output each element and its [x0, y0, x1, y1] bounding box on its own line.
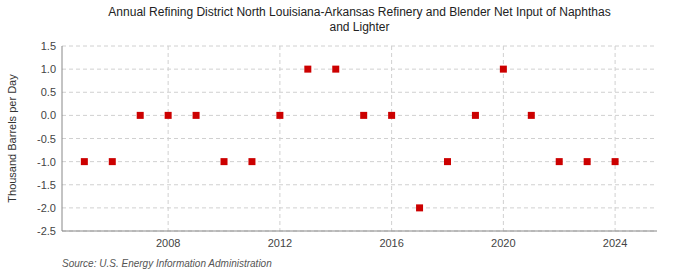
- grid-line: [62, 46, 657, 47]
- tick-label: 0.5: [41, 86, 56, 98]
- title: Annual Refining District North Louisiana…: [108, 5, 610, 34]
- point: [472, 112, 479, 119]
- point: [388, 112, 395, 119]
- axis-label: Thousand Barrels per Day: [6, 74, 18, 203]
- point: [500, 66, 507, 73]
- point: [528, 112, 535, 119]
- point: [304, 66, 311, 73]
- grid-line: [62, 184, 657, 185]
- point: [276, 112, 283, 119]
- grid: [62, 46, 657, 231]
- grid-line: [62, 207, 657, 208]
- point: [332, 66, 339, 73]
- point: [360, 112, 367, 119]
- tick-label: -2.0: [37, 202, 56, 214]
- source: Source: U.S. Energy Information Administ…: [62, 258, 272, 269]
- points: [81, 66, 619, 212]
- point: [612, 158, 619, 165]
- chart: Annual Refining District North Louisiana…: [0, 0, 675, 275]
- axes: -2.5 -2.0 -1.5 -1.0 -0.5 0.0 0.5 1.0 1.5 2008 2012…: [37, 40, 657, 249]
- tick-label: -1.5: [37, 179, 56, 191]
- grid-line: [279, 46, 280, 231]
- tick-label: 2008: [156, 237, 180, 249]
- tick-label: -0.5: [37, 133, 56, 145]
- point: [81, 158, 88, 165]
- grid-line: [62, 115, 657, 116]
- grid-line: [503, 46, 504, 231]
- grid-line: [62, 138, 657, 139]
- point: [416, 204, 423, 211]
- tick-label: 0.0: [41, 109, 56, 121]
- point: [444, 158, 451, 165]
- tick-label: 1.0: [41, 63, 56, 75]
- grid-line: [615, 46, 616, 231]
- tick-label: 2012: [268, 237, 292, 249]
- point: [137, 112, 144, 119]
- grid-line: [391, 46, 392, 231]
- point: [193, 112, 200, 119]
- grid-line: [62, 161, 657, 162]
- point: [248, 158, 255, 165]
- point: [109, 158, 116, 165]
- point: [556, 158, 563, 165]
- tick-label: 2024: [603, 237, 627, 249]
- grid-line: [62, 69, 657, 70]
- grid-line: [62, 92, 657, 93]
- x-axis-line: [62, 231, 657, 232]
- grid-line: [168, 46, 169, 231]
- point: [221, 158, 228, 165]
- tick-label: -2.5: [37, 225, 56, 237]
- tick-label: -1.0: [37, 156, 56, 168]
- grid-line: [62, 231, 657, 232]
- y-axis-line: [62, 46, 63, 231]
- point: [584, 158, 591, 165]
- tick-label: 1.5: [41, 40, 56, 52]
- point: [165, 112, 172, 119]
- tick-label: 2020: [491, 237, 515, 249]
- tick-label: 2016: [379, 237, 403, 249]
